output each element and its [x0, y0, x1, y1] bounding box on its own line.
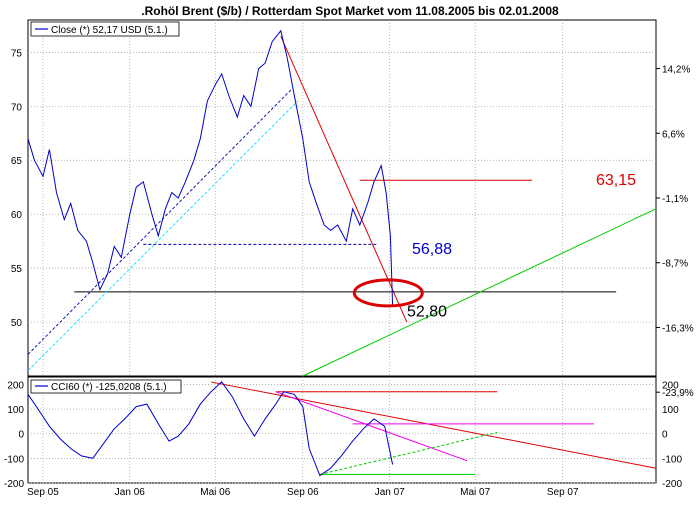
main-y-tick-left: 50 [11, 318, 23, 329]
main-y-tick-right: 6,6% [662, 129, 685, 140]
cci-green-dashed-uptrend [319, 431, 498, 475]
indicator-legend-box [30, 379, 182, 394]
main-y-tick-right: -1,1% [662, 194, 688, 205]
indicator-legend-label: CCI60 (*) -125,0208 (5.1.) [51, 382, 167, 393]
x-tick-label: Mai 06 [200, 487, 230, 498]
annotation-63-15: 63,15 [596, 172, 636, 189]
main-series-group [27, 29, 394, 306]
main-y-tick-right: -16,3% [662, 323, 694, 334]
main-y-ticks-left: 75 70 65 60 55 50 [11, 48, 23, 329]
cyan-dashed-uptrend [27, 100, 299, 371]
support-highlight-ellipse [352, 278, 424, 308]
blue-dashed-uptrend [27, 89, 292, 355]
indicator-y-tick-left: 200 [7, 380, 24, 391]
indicator-plot-frame [27, 376, 657, 484]
indicator-legend: CCI60 (*) -125,0208 (5.1.) [30, 379, 182, 394]
red-down-trendline [280, 35, 408, 323]
main-y-ticks-right: 14,2% 6,6% -1,1% -8,7% -16,3% -23,9% [656, 65, 694, 399]
main-y-tick-right: -23,9% [662, 388, 694, 399]
green-uptrend-line [302, 208, 657, 377]
main-y-tick-left: 70 [11, 102, 23, 113]
x-tick-label: Sep 07 [547, 487, 579, 498]
indicator-y-tick-right: -100 [662, 454, 682, 465]
indicator-y-tick-right: 200 [662, 380, 679, 391]
indicator-y-ticks-left: 200 100 0 -100 -200 [4, 380, 24, 490]
cci-red-down-trendline [210, 381, 657, 469]
main-y-tick-right: -8,7% [662, 259, 688, 270]
x-tick-label: Sep 06 [287, 487, 319, 498]
x-tick-label: Sep 05 [27, 487, 59, 498]
main-grid [28, 20, 656, 376]
main-legend: Close (*) 52,17 USD (5.1.) [30, 21, 180, 37]
cci-magenta-down-line [275, 391, 468, 462]
main-trendlines [27, 35, 657, 377]
annotation-52-80: 52,80 [407, 304, 447, 321]
x-tick-label: Mai 07 [460, 487, 490, 498]
main-y-tick-right: 14,2% [662, 65, 690, 76]
annotation-56-88: 56,88 [412, 241, 452, 258]
x-tick-label: Jan 06 [115, 487, 145, 498]
main-y-tick-left: 60 [11, 210, 23, 221]
main-annotations: 63,15 56,88 52,80 [352, 172, 636, 321]
indicator-y-ticks-right: 200 100 0 -100 -200 [662, 380, 682, 490]
indicator-y-tick-left: 0 [18, 430, 24, 441]
indicator-y-tick-right: -200 [662, 479, 682, 490]
chart-title: .Rohöl Brent ($/b) / Rotterdam Spot Mark… [141, 4, 559, 18]
indicator-y-tick-right: 100 [662, 405, 679, 416]
x-axis-ticks: Sep 05 Jan 06 Mai 06 Sep 06 Jan 07 Mai 07 Sep … [27, 487, 579, 498]
main-y-tick-left: 55 [11, 264, 23, 275]
main-plot-frame [27, 19, 657, 377]
close-price-line [27, 29, 394, 306]
main-y-tick-left: 65 [11, 156, 23, 167]
main-legend-label: Close (*) 52,17 USD (5.1.) [51, 25, 168, 36]
indicator-y-tick-left: 100 [7, 405, 24, 416]
indicator-y-tick-right: 0 [662, 430, 668, 441]
main-legend-box [30, 21, 180, 37]
cci60-line [27, 381, 394, 477]
indicator-series-group [27, 381, 394, 477]
main-y-tick-left: 75 [11, 48, 23, 59]
indicator-trendlines [210, 381, 657, 475]
indicator-y-tick-left: -200 [4, 479, 24, 490]
x-tick-label: Jan 07 [375, 487, 405, 498]
indicator-y-tick-left: -100 [4, 454, 24, 465]
